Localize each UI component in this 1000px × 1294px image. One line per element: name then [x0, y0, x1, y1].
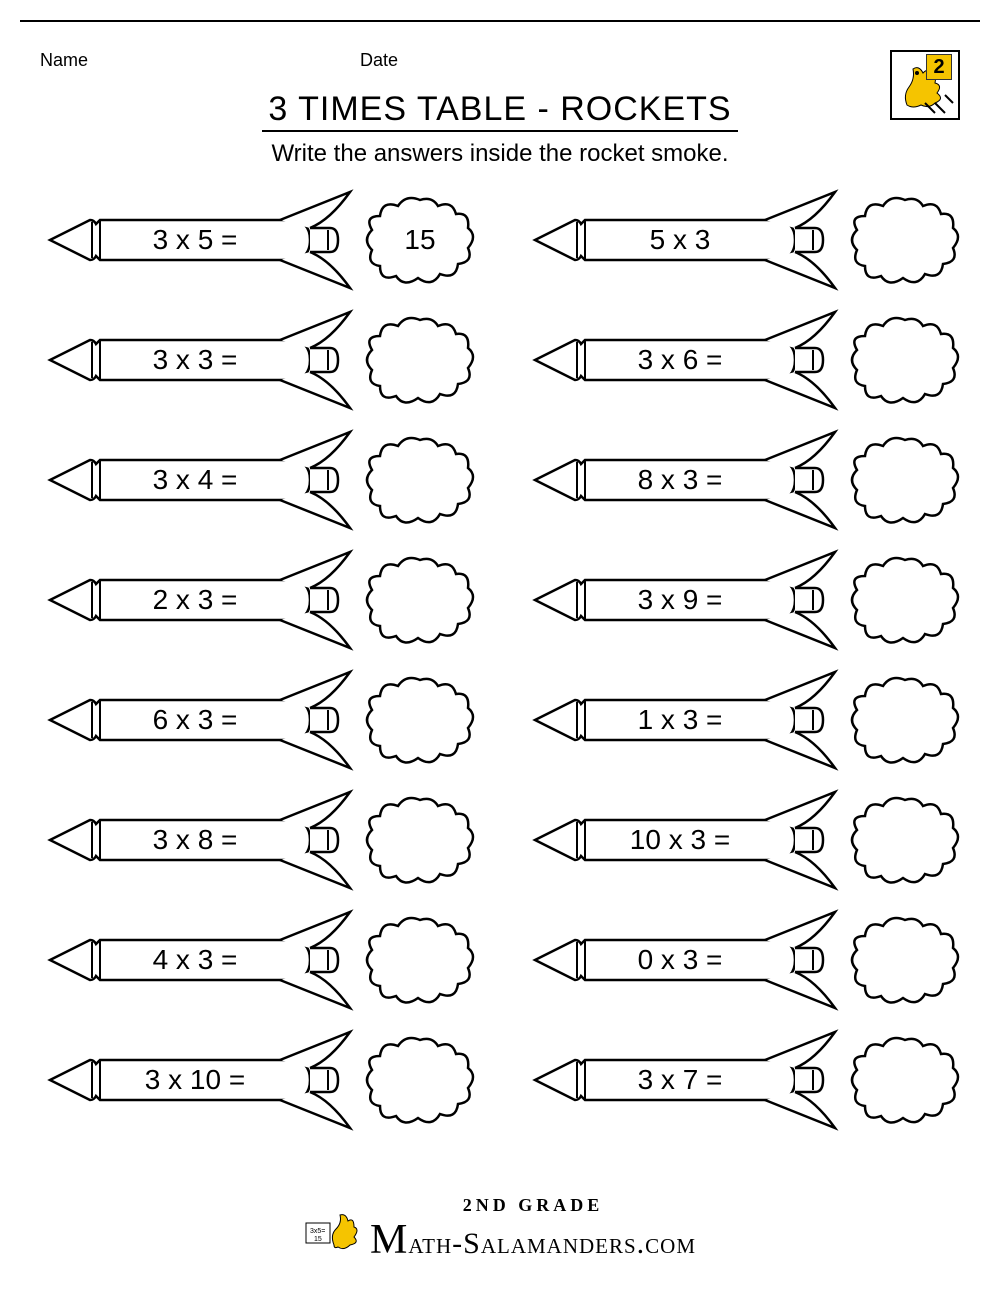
footer-salamander-icon: 3x5= 15	[304, 1205, 364, 1255]
problem-row: 3 x 5 = 15	[30, 180, 485, 300]
answer-cloud[interactable]	[360, 908, 480, 1012]
date-label: Date	[360, 50, 890, 71]
top-rule	[20, 20, 980, 22]
answer-text	[845, 428, 965, 532]
answer-text	[360, 1028, 480, 1132]
problem-row: 3 x 10 =	[30, 1020, 485, 1140]
problem-text: 6 x 3 =	[120, 704, 270, 736]
problem-column-left: 3 x 5 = 15 3 x 3 = 3 x 4 = 2 x 3 = 6 x 3 = 3 x…	[30, 180, 485, 1140]
answer-text	[845, 788, 965, 892]
problem-row: 3 x 3 =	[30, 300, 485, 420]
problem-row: 3 x 8 =	[30, 780, 485, 900]
problem-row: 6 x 3 =	[30, 660, 485, 780]
problem-column-right: 5 x 3 3 x 6 = 8 x 3 = 3 x 9 = 1 x 3 = 10 x 3 …	[515, 180, 970, 1140]
answer-cloud[interactable]	[360, 548, 480, 652]
svg-text:3x5=: 3x5=	[310, 1228, 325, 1235]
problem-text: 3 x 3 =	[120, 344, 270, 376]
problem-text: 3 x 6 =	[605, 344, 755, 376]
worksheet-title: 3 TIMES TABLE - ROCKETS	[0, 90, 1000, 129]
problem-row: 4 x 3 =	[30, 900, 485, 1020]
answer-text	[845, 908, 965, 1012]
problem-text: 4 x 3 =	[120, 944, 270, 976]
footer: 3x5= 15 2ND GRADE Math-Salamanders.com	[0, 1195, 1000, 1264]
answer-cloud[interactable]	[845, 908, 965, 1012]
problem-row: 3 x 7 =	[515, 1020, 970, 1140]
answer-text	[360, 908, 480, 1012]
answer-cloud[interactable]	[845, 668, 965, 772]
footer-site-text: ath-Salamanders.com	[408, 1227, 696, 1260]
answer-text	[360, 788, 480, 892]
answer-text	[845, 308, 965, 412]
answer-text	[360, 668, 480, 772]
grade-number-badge: 2	[926, 54, 952, 80]
problem-text: 3 x 8 =	[120, 824, 270, 856]
problem-row: 2 x 3 =	[30, 540, 485, 660]
answer-text	[360, 548, 480, 652]
answer-cloud[interactable]	[360, 668, 480, 772]
answer-cloud[interactable]	[845, 308, 965, 412]
answer-text: 15	[360, 188, 480, 292]
answer-text	[360, 428, 480, 532]
problem-row: 0 x 3 =	[515, 900, 970, 1020]
answer-cloud[interactable]	[360, 308, 480, 412]
problem-row: 3 x 9 =	[515, 540, 970, 660]
problem-text: 3 x 9 =	[605, 584, 755, 616]
answer-cloud[interactable]	[845, 788, 965, 892]
problem-text: 2 x 3 =	[120, 584, 270, 616]
answer-cloud[interactable]	[845, 428, 965, 532]
problem-row: 1 x 3 =	[515, 660, 970, 780]
problem-text: 8 x 3 =	[605, 464, 755, 496]
answer-text	[845, 188, 965, 292]
problem-row: 3 x 6 =	[515, 300, 970, 420]
answer-text	[360, 308, 480, 412]
answer-text	[845, 668, 965, 772]
problem-row: 3 x 4 =	[30, 420, 485, 540]
answer-cloud[interactable]	[360, 428, 480, 532]
answer-cloud[interactable]	[360, 788, 480, 892]
answer-cloud[interactable]: 15	[360, 188, 480, 292]
answer-cloud[interactable]	[360, 1028, 480, 1132]
worksheet-instruction: Write the answers inside the rocket smok…	[0, 140, 1000, 168]
answer-text	[845, 548, 965, 652]
problem-row: 8 x 3 =	[515, 420, 970, 540]
answer-text	[845, 1028, 965, 1132]
problem-text: 5 x 3	[605, 224, 755, 256]
problem-text: 3 x 7 =	[605, 1064, 755, 1096]
title-text: 3 TIMES TABLE - ROCKETS	[262, 90, 737, 132]
answer-cloud[interactable]	[845, 188, 965, 292]
problem-text: 10 x 3 =	[605, 824, 755, 856]
answer-cloud[interactable]	[845, 548, 965, 652]
problem-text: 3 x 4 =	[120, 464, 270, 496]
footer-grade: 2ND GRADE	[370, 1195, 696, 1216]
problem-grid: 3 x 5 = 15 3 x 3 = 3 x 4 = 2 x 3 = 6 x 3 = 3 x…	[30, 180, 970, 1140]
svg-text:15: 15	[314, 1236, 322, 1243]
problem-text: 1 x 3 =	[605, 704, 755, 736]
problem-text: 3 x 5 =	[120, 224, 270, 256]
footer-site: Math-Salamanders.com	[370, 1216, 696, 1264]
name-label: Name	[40, 50, 360, 71]
problem-text: 0 x 3 =	[605, 944, 755, 976]
problem-row: 5 x 3	[515, 180, 970, 300]
problem-row: 10 x 3 =	[515, 780, 970, 900]
problem-text: 3 x 10 =	[120, 1064, 270, 1096]
answer-cloud[interactable]	[845, 1028, 965, 1132]
